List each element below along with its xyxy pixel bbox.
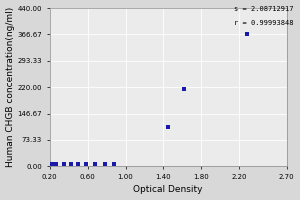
Point [68, 163, 73, 166]
Point [76, 163, 81, 166]
Point [93, 163, 98, 166]
Point [244, 33, 249, 36]
Point [112, 162, 117, 166]
Text: s = 2.08712917: s = 2.08712917 [235, 6, 294, 12]
Point [182, 87, 187, 90]
Point [61, 163, 66, 166]
Point [83, 163, 88, 166]
Y-axis label: Human CHGB concentration(ng/ml): Human CHGB concentration(ng/ml) [6, 7, 15, 167]
Text: r = 0.99993848: r = 0.99993848 [235, 20, 294, 26]
Point [49, 163, 54, 166]
Point [54, 163, 59, 166]
Point [102, 163, 107, 166]
Point [166, 125, 171, 128]
X-axis label: Optical Density: Optical Density [134, 185, 203, 194]
